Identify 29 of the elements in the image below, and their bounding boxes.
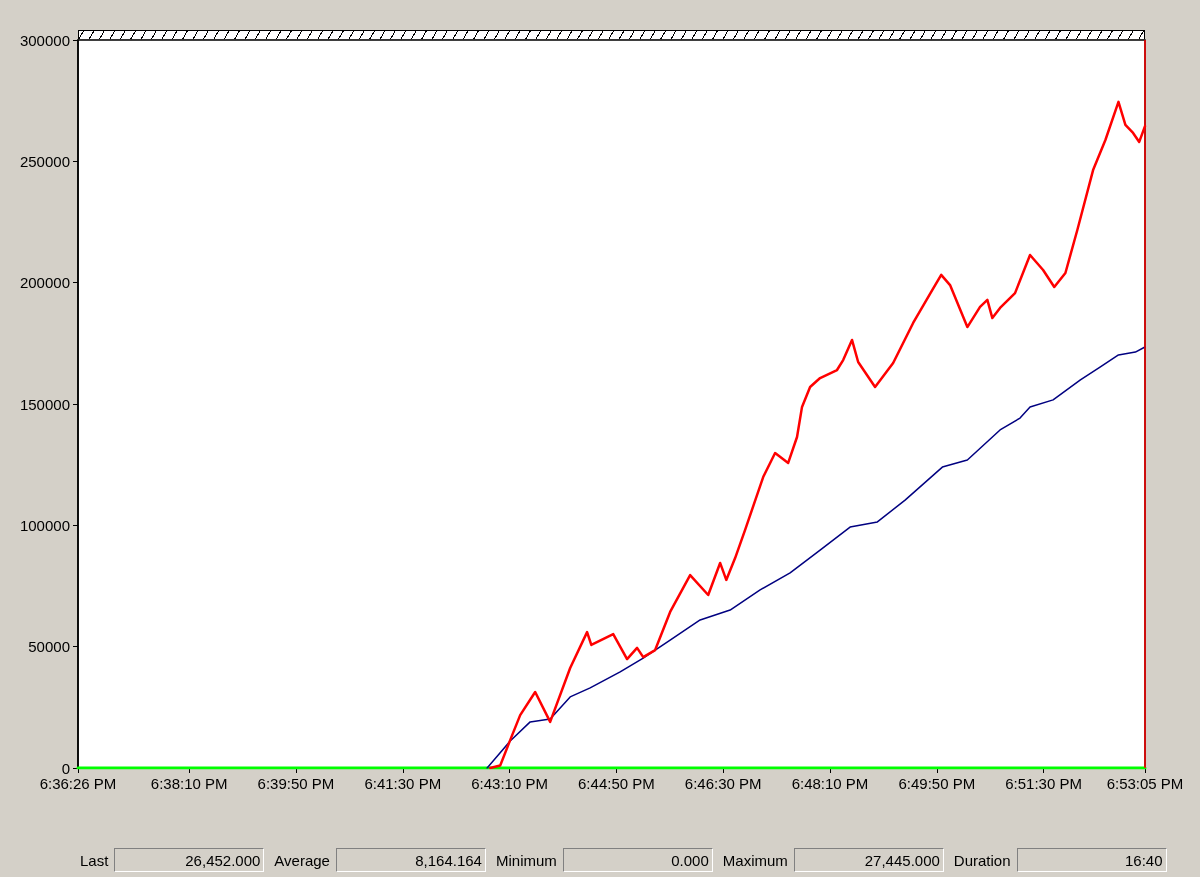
x-tick-label: 6:38:10 PM bbox=[150, 775, 228, 792]
y-tick-label: 200000 bbox=[19, 274, 70, 292]
line-series bbox=[486, 346, 1146, 769]
text: Minimum bbox=[495, 851, 557, 869]
y-tick-label: 250000 bbox=[19, 152, 70, 170]
text: Maximum bbox=[722, 851, 788, 869]
y-tick-label: 0 bbox=[61, 759, 70, 777]
text: 8,164.164 bbox=[335, 848, 486, 872]
text: 0.000 bbox=[562, 848, 713, 872]
x-tick-label: 6:53:05 PM bbox=[1106, 775, 1184, 792]
text: Last bbox=[80, 851, 109, 869]
x-tick-label: 6:44:50 PM bbox=[578, 775, 655, 792]
text: Average bbox=[274, 851, 330, 869]
text: 27,445.000 bbox=[793, 848, 944, 872]
x-tick-label: 6:41:30 PM bbox=[364, 775, 442, 792]
text: Duration bbox=[953, 851, 1011, 869]
x-tick-label: 6:39:50 PM bbox=[257, 775, 335, 792]
text: 26,452.000 bbox=[114, 848, 265, 872]
x-tick-label: 6:51:30 PM bbox=[1005, 775, 1082, 792]
y-tick-label: 100000 bbox=[19, 516, 70, 534]
y-tick-label: 50000 bbox=[28, 638, 70, 656]
text: 16:40 bbox=[1016, 848, 1167, 872]
x-tick-label: 6:48:10 PM bbox=[791, 775, 869, 792]
y-tick-label: 300000 bbox=[19, 31, 70, 49]
x-tick-label: 6:49:50 PM bbox=[898, 775, 976, 792]
x-tick-label: 6:43:10 PM bbox=[471, 775, 548, 792]
x-tick-label: 6:46:30 PM bbox=[684, 775, 762, 792]
y-tick-label: 150000 bbox=[19, 395, 70, 413]
x-tick-label: 6:36:26 PM bbox=[39, 775, 117, 792]
